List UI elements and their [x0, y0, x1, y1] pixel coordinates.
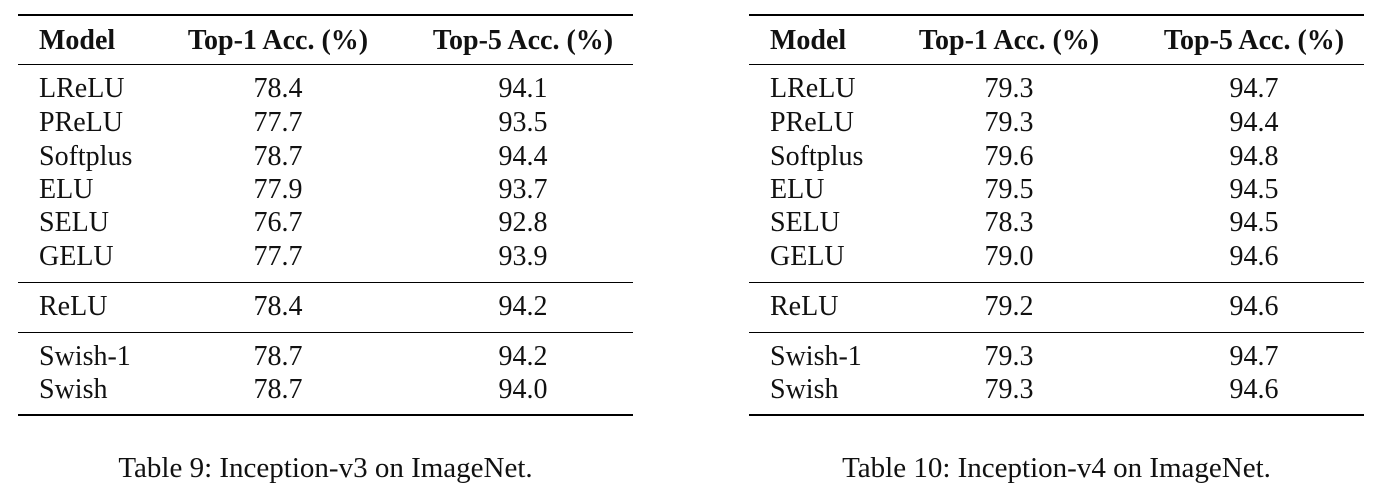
header-top1: Top-1 Acc. (%) [187, 25, 369, 56]
group-rule [18, 282, 633, 283]
cell-top5: 93.7 [498, 174, 548, 205]
cell-model: ReLU [770, 291, 839, 322]
cell-top1: 79.0 [984, 241, 1034, 272]
table-caption: Table 10: Inception-v4 on ImageNet. [842, 452, 1271, 484]
cell-top5: 92.8 [498, 207, 548, 238]
cell-top5: 93.9 [498, 241, 548, 272]
cell-top5: 94.5 [1229, 174, 1279, 205]
table-caption: Table 9: Inception-v3 on ImageNet. [118, 452, 533, 484]
cell-top5: 94.6 [1229, 241, 1279, 272]
cell-top1: 79.5 [984, 174, 1034, 205]
cell-model: PReLU [770, 107, 854, 138]
cell-top1: 79.3 [984, 341, 1034, 372]
group-rule [749, 282, 1364, 283]
bottom-rule [749, 414, 1364, 416]
cell-top5: 94.6 [1229, 291, 1279, 322]
cell-top1: 79.2 [984, 291, 1034, 322]
cell-model: ELU [39, 174, 94, 205]
cell-top5: 94.2 [498, 341, 548, 372]
group-rule [749, 332, 1364, 333]
cell-top1: 77.7 [253, 241, 303, 272]
cell-top5: 94.4 [498, 141, 548, 172]
cell-model: PReLU [39, 107, 123, 138]
header-rule [18, 64, 633, 65]
cell-model: SELU [39, 207, 109, 238]
cell-top1: 77.7 [253, 107, 303, 138]
cell-top1: 78.4 [253, 73, 303, 104]
cell-top5: 94.1 [498, 73, 548, 104]
cell-top5: 94.7 [1229, 73, 1279, 104]
cell-top1: 78.7 [253, 341, 303, 372]
header-rule [749, 64, 1364, 65]
header-model: Model [770, 25, 847, 56]
header-top1: Top-1 Acc. (%) [918, 25, 1100, 56]
cell-top5: 93.5 [498, 107, 548, 138]
cell-top1: 78.4 [253, 291, 303, 322]
cell-model: Swish-1 [770, 341, 862, 372]
cell-model: LReLU [39, 73, 125, 104]
cell-model: ELU [770, 174, 825, 205]
cell-model: Softplus [39, 141, 133, 172]
top-rule [18, 14, 633, 16]
cell-model: GELU [770, 241, 845, 272]
cell-top1: 76.7 [253, 207, 303, 238]
cell-model: LReLU [770, 73, 856, 104]
cell-top1: 78.7 [253, 374, 303, 405]
header-top5: Top-5 Acc. (%) [1163, 25, 1345, 56]
cell-model: Swish [770, 374, 839, 405]
cell-top1: 78.3 [984, 207, 1034, 238]
cell-top5: 94.8 [1229, 141, 1279, 172]
header-model: Model [39, 25, 116, 56]
cell-top5: 94.4 [1229, 107, 1279, 138]
cell-top1: 79.3 [984, 374, 1034, 405]
cell-model: ReLU [39, 291, 108, 322]
cell-top5: 94.7 [1229, 341, 1279, 372]
cell-top1: 78.7 [253, 141, 303, 172]
cell-top5: 94.0 [498, 374, 548, 405]
cell-model: Softplus [770, 141, 864, 172]
cell-top5: 94.6 [1229, 374, 1279, 405]
bottom-rule [18, 414, 633, 416]
cell-top1: 79.3 [984, 107, 1034, 138]
cell-model: Swish [39, 374, 108, 405]
cell-top1: 79.6 [984, 141, 1034, 172]
cell-top5: 94.2 [498, 291, 548, 322]
cell-top5: 94.5 [1229, 207, 1279, 238]
cell-model: Swish-1 [39, 341, 131, 372]
cell-model: SELU [770, 207, 840, 238]
cell-top1: 77.9 [253, 174, 303, 205]
top-rule [749, 14, 1364, 16]
header-top5: Top-5 Acc. (%) [432, 25, 614, 56]
cell-top1: 79.3 [984, 73, 1034, 104]
group-rule [18, 332, 633, 333]
cell-model: GELU [39, 241, 114, 272]
